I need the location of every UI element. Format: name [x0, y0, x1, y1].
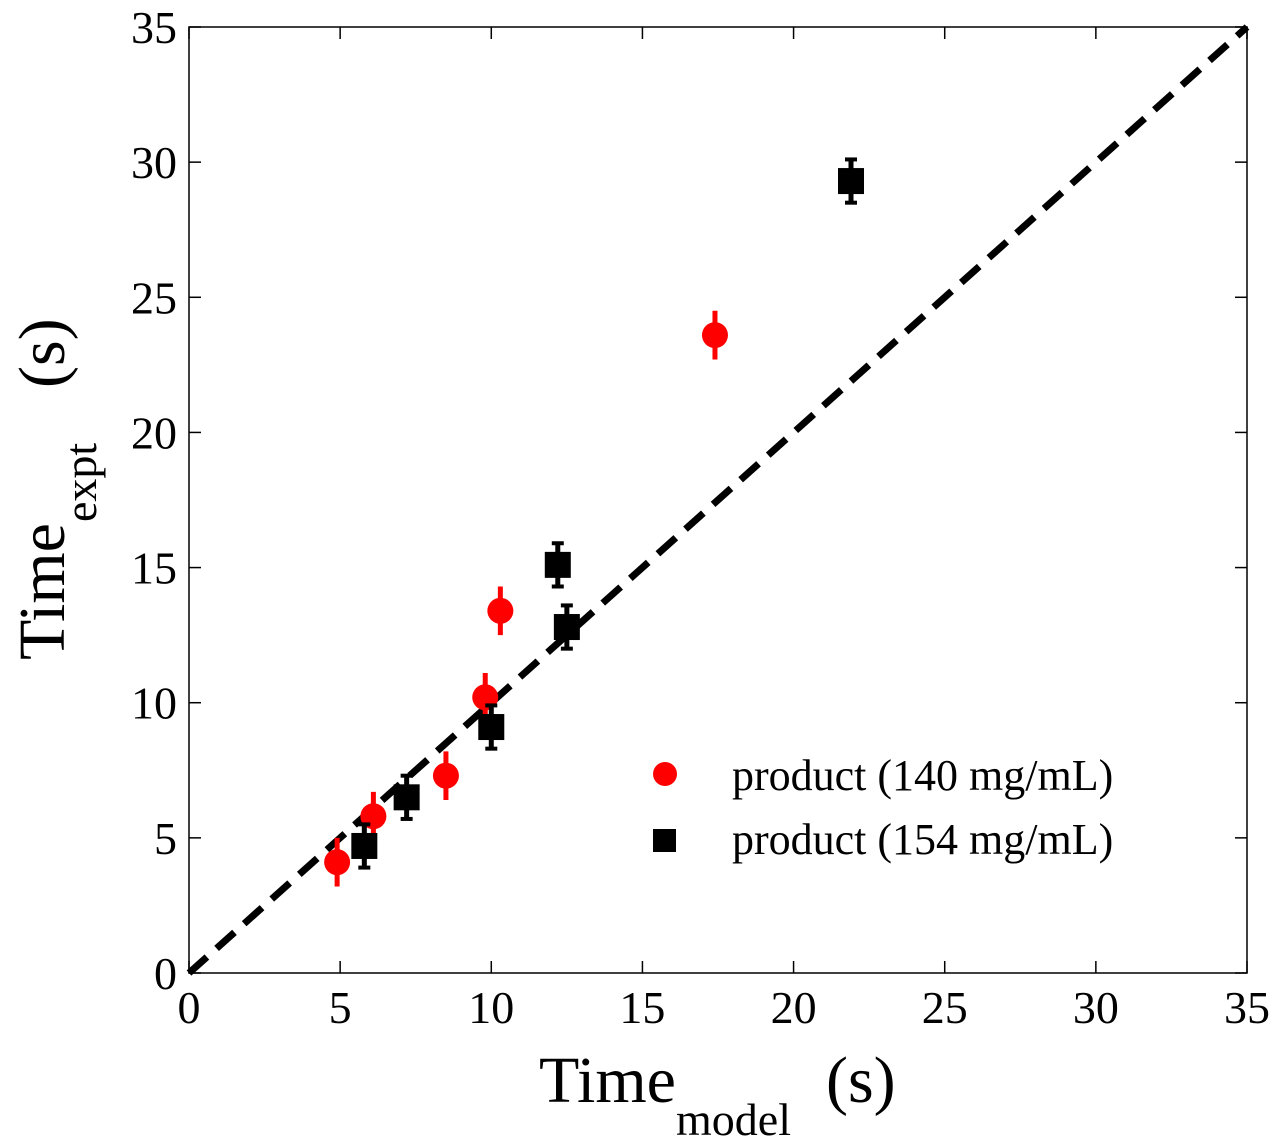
- data-point-square: [478, 714, 505, 741]
- x-tick-label: 20: [771, 982, 817, 1033]
- x-tick-label: 10: [468, 982, 514, 1033]
- data-point-square: [351, 832, 378, 859]
- plot-frame: [188, 26, 1248, 974]
- data-point-circle: [701, 322, 728, 349]
- data-point-square: [393, 784, 420, 811]
- data-point-circle: [432, 762, 459, 789]
- y-axis-title: Time expt (s): [6, 318, 106, 660]
- legend-marker-140: [653, 762, 677, 786]
- y-tick-label: 35: [131, 2, 177, 53]
- y-axis-title-unit: (s): [6, 318, 79, 388]
- x-tick-label: 25: [922, 982, 968, 1033]
- data-point-square: [838, 168, 865, 195]
- legend-label-140: product (140 mg/mL): [732, 751, 1113, 800]
- data-point-square: [553, 614, 580, 641]
- y-tick-label: 20: [131, 407, 177, 458]
- data-point-square: [544, 551, 571, 578]
- legend-label-154: product (154 mg/mL): [732, 815, 1113, 864]
- y-axis-title-sub: expt: [55, 443, 106, 522]
- x-tick-label: 15: [619, 982, 665, 1033]
- plot-area: 0 5 10 15 20 25 30 35 0 5 10 15 20 25 30 35: [131, 2, 1270, 1033]
- x-tick-label: 0: [178, 982, 201, 1033]
- x-axis-title-unit: (s): [826, 1044, 896, 1117]
- x-axis-title-main: Time: [539, 1044, 676, 1117]
- y-tick-label: 30: [131, 137, 177, 188]
- x-tick-label: 35: [1224, 982, 1270, 1033]
- x-tick-label: 30: [1073, 982, 1119, 1033]
- y-tick-label: 25: [131, 272, 177, 323]
- data-point-circle: [487, 597, 514, 624]
- y-tick-label: 15: [131, 543, 177, 594]
- legend: product (140 mg/mL) product (154 mg/mL): [653, 751, 1113, 864]
- x-axis-title-sub: model: [676, 1094, 791, 1144]
- x-tick-label: 5: [329, 982, 352, 1033]
- x-axis-title: Time model (s): [539, 1044, 896, 1144]
- legend-marker-154: [653, 829, 676, 852]
- y-tick-label: 5: [154, 813, 177, 864]
- y-axis-title-main: Time: [6, 523, 79, 660]
- data-point-circle: [324, 849, 351, 876]
- y-tick-label: 10: [131, 678, 177, 729]
- y-tick-label: 0: [154, 948, 177, 999]
